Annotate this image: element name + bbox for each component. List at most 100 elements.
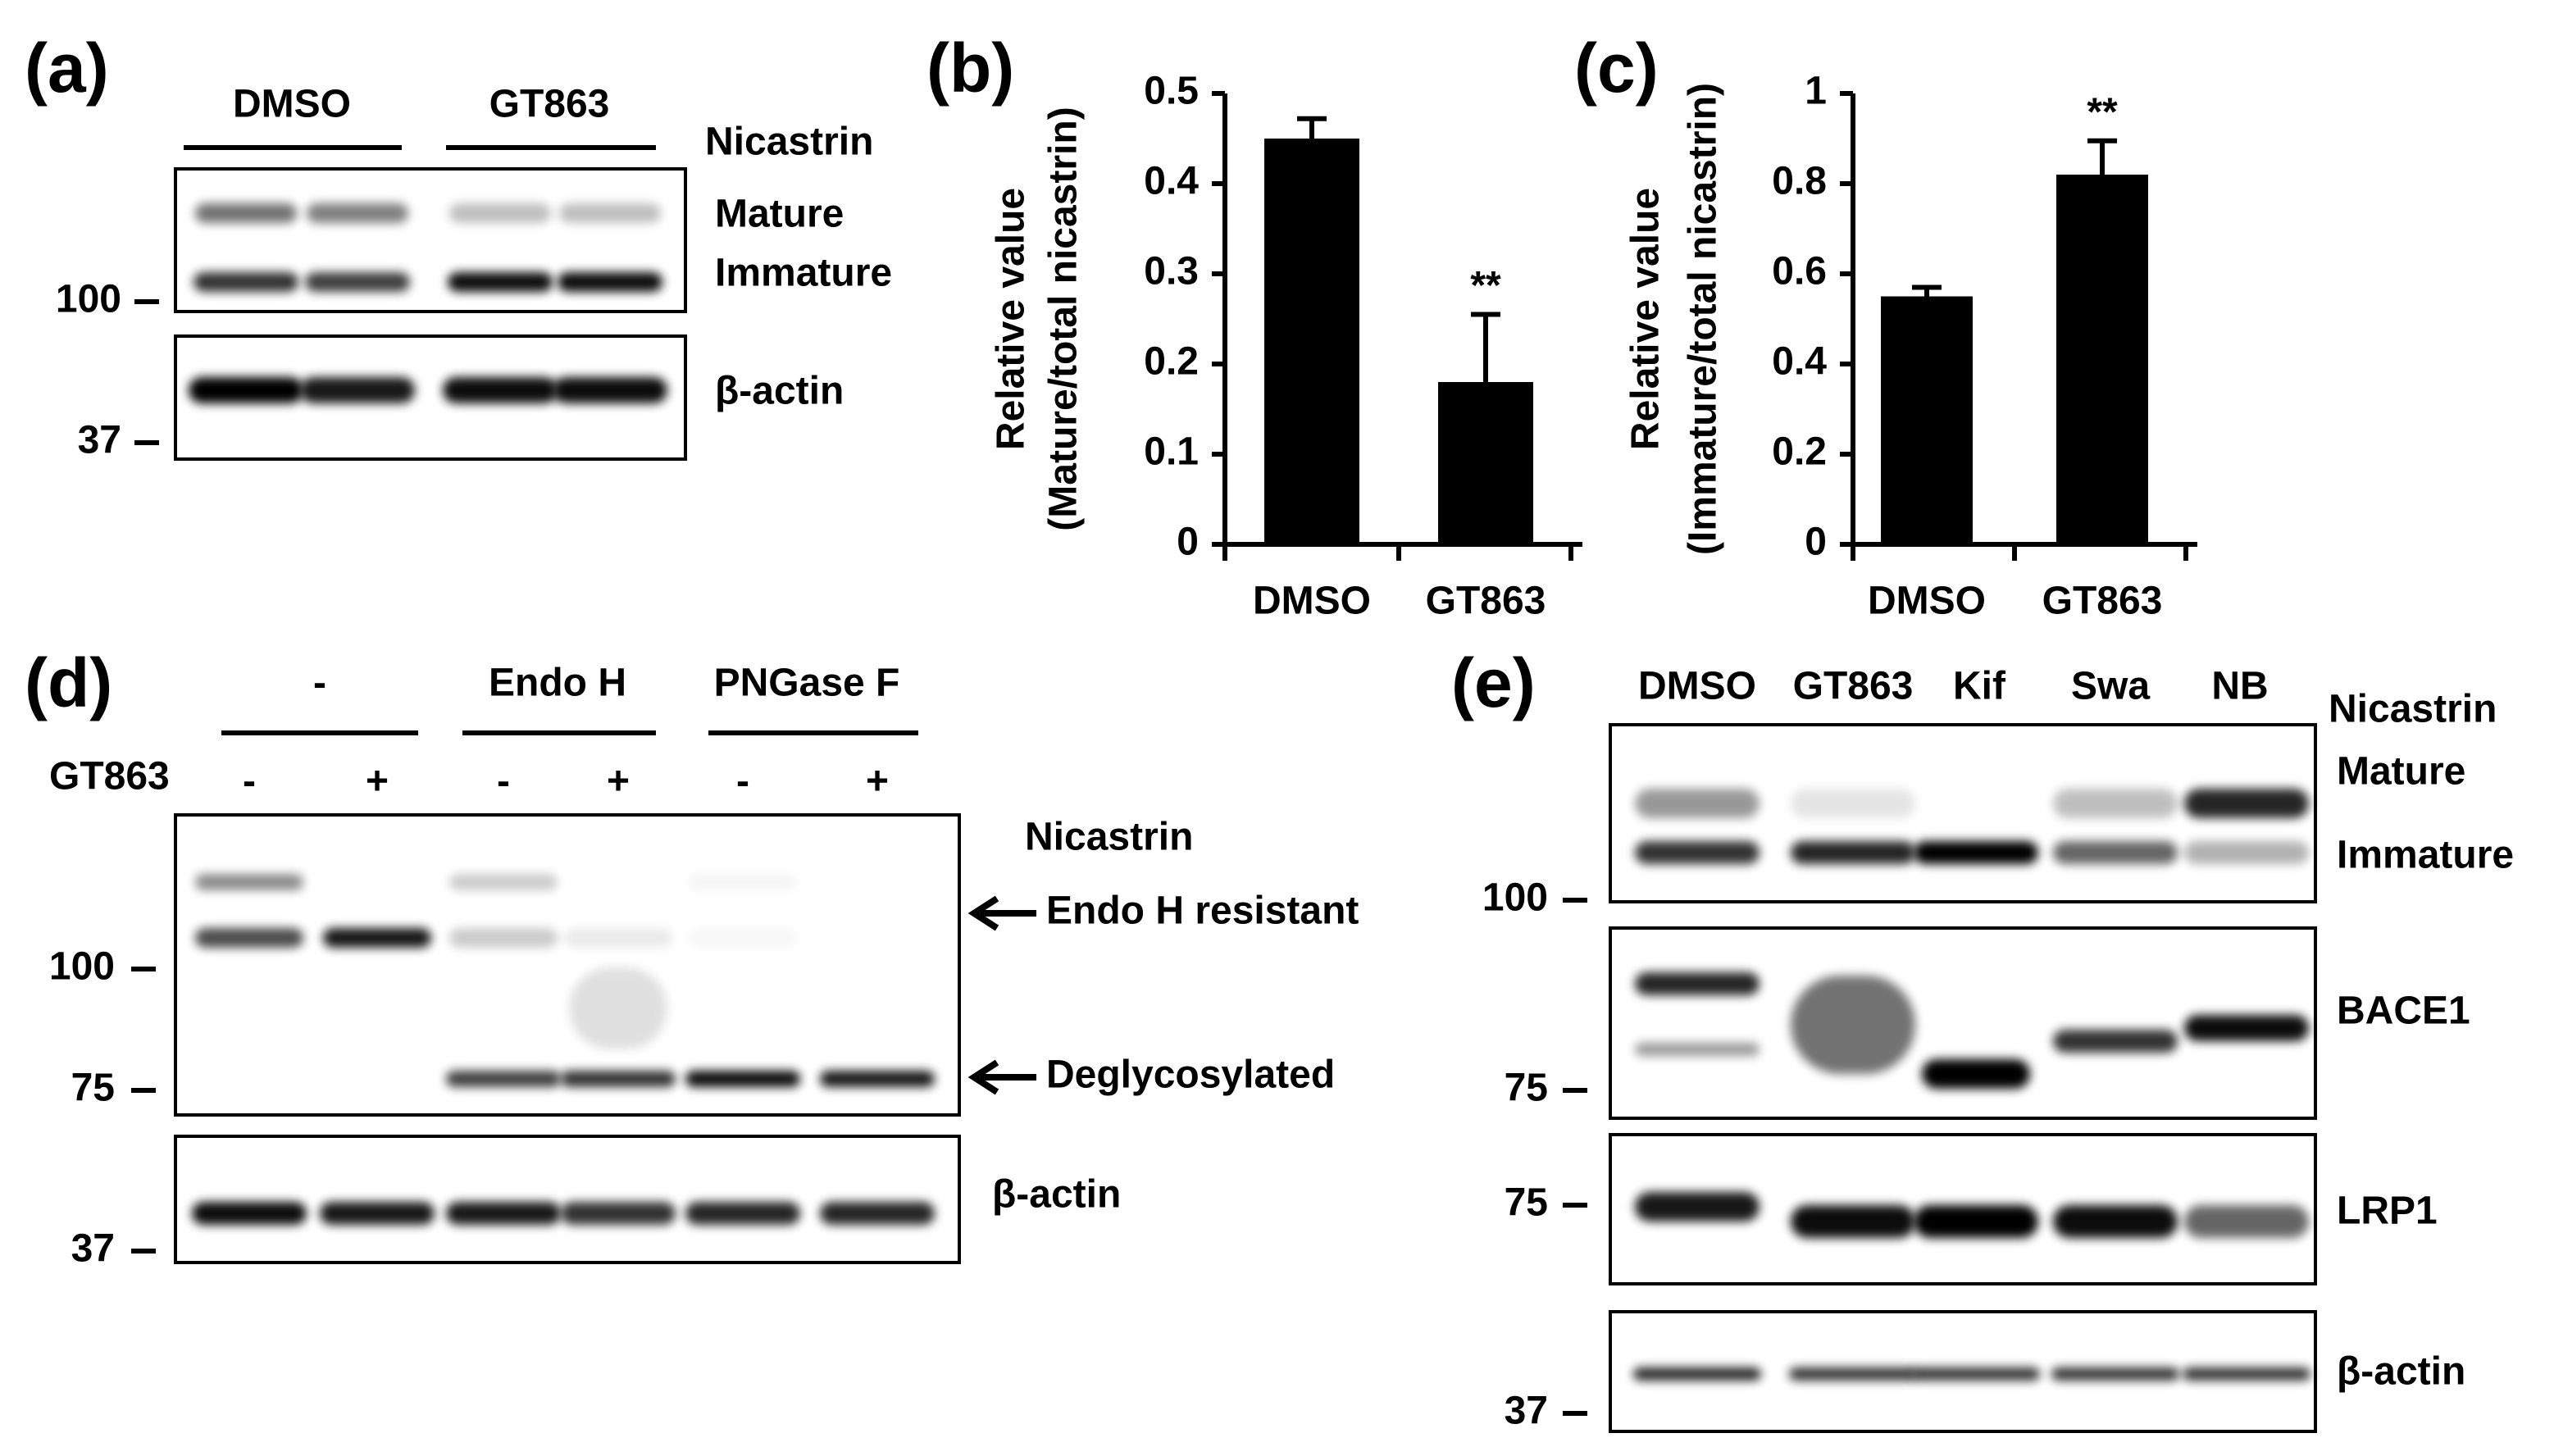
y-tick-label: 0.1: [1144, 430, 1199, 474]
x-tick-label: DMSO: [1253, 580, 1371, 623]
bar: [1438, 382, 1533, 544]
x-tick-label: DMSO: [1868, 580, 1986, 623]
band: [323, 928, 431, 948]
arrow: [967, 1059, 1036, 1095]
band: [1633, 1367, 1761, 1381]
band: [2184, 789, 2309, 818]
band: [685, 1071, 800, 1087]
band: [561, 1202, 676, 1225]
band: [300, 377, 415, 403]
band: [1914, 841, 2038, 864]
band: [195, 203, 297, 223]
band: [2053, 1205, 2178, 1238]
band: [1922, 1059, 2030, 1089]
band: [564, 928, 672, 948]
band: [305, 272, 410, 292]
error-bar: [1297, 116, 1327, 139]
marker: 37: [78, 419, 121, 462]
significance: **: [2087, 90, 2118, 134]
band-label: Immature: [2337, 834, 2514, 877]
y-tick-label: 1: [1805, 70, 1827, 113]
y-tick-label: 0.4: [1772, 340, 1827, 384]
marker: 75: [1505, 1181, 1548, 1225]
band: [1635, 1043, 1760, 1056]
bar: [1264, 139, 1359, 544]
band: [449, 874, 558, 890]
lane-label: Kif: [1953, 665, 2006, 708]
bands: [189, 203, 2310, 1381]
y-tick-label: 0.8: [1772, 160, 1827, 203]
band: [2053, 841, 2178, 864]
lane-label: NB: [2211, 665, 2268, 708]
band-label: Mature: [715, 193, 844, 236]
group-label: Endo H: [489, 662, 626, 705]
band: [1791, 976, 1915, 1074]
band: [1789, 1367, 1917, 1381]
protein-label: Nicastrin: [1025, 816, 1193, 859]
band: [446, 1202, 561, 1225]
band: [448, 272, 553, 292]
band: [443, 377, 558, 403]
band-label: LRP1: [2337, 1190, 2438, 1233]
band: [195, 928, 303, 948]
y-tick-label: 0.3: [1144, 250, 1199, 293]
y-tick-label: 0.4: [1144, 160, 1199, 203]
band: [2184, 1015, 2309, 1041]
marker: 100: [56, 278, 121, 321]
error-bar: [1912, 284, 1942, 297]
bar: [2056, 175, 2148, 544]
band: [558, 272, 662, 292]
group-label: DMSO: [233, 83, 351, 126]
band-label: BACE1: [2337, 990, 2470, 1033]
y-axis-label: (Immature/total nicastrin): [1682, 83, 1725, 555]
error-bar: [1471, 312, 1500, 382]
sign: -: [736, 760, 749, 803]
marker: 37: [1505, 1390, 1548, 1433]
protein-label: Nicastrin: [705, 121, 873, 164]
band: [1635, 1192, 1760, 1222]
y-tick-label: 0.5: [1144, 70, 1199, 113]
x-tick-label: GT863: [2042, 580, 2163, 623]
protein-label: Nicastrin: [2329, 688, 2497, 731]
band-label: β-actin: [2337, 1350, 2465, 1394]
band-label: Mature: [2337, 750, 2465, 794]
sign: -: [497, 760, 510, 803]
band-label: β-actin: [715, 370, 844, 413]
band: [1635, 841, 1760, 864]
y-tick-label: 0.6: [1772, 250, 1827, 293]
group-label: GT863: [489, 83, 610, 126]
band: [820, 1071, 935, 1087]
band: [307, 203, 408, 223]
charts: (b)Relative value (Mature/total nicastrin…: [926, 30, 2197, 623]
group-label: -: [313, 662, 326, 705]
band: [2053, 789, 2178, 818]
marker: 100: [1482, 876, 1548, 920]
sign: -: [243, 760, 256, 803]
panel-label: (a): [25, 30, 109, 107]
sign: +: [607, 760, 630, 803]
marker: 100: [49, 945, 115, 989]
band: [689, 874, 797, 890]
lane-label: DMSO: [1638, 665, 1756, 708]
band: [2184, 1205, 2309, 1238]
band: [2183, 1367, 2310, 1381]
band: [569, 967, 667, 1049]
band: [820, 1202, 935, 1225]
y-axis-label: (Mature/total nicastrin): [1042, 107, 1086, 530]
band: [559, 203, 661, 223]
marker: 75: [71, 1067, 115, 1110]
band: [449, 203, 551, 223]
arrow-label: Endo H resistant: [1046, 890, 1359, 933]
y-axis-label: Relative value: [990, 188, 1033, 450]
bar: [1881, 296, 1973, 544]
band: [320, 1202, 435, 1225]
band: [2051, 1367, 2179, 1381]
lane-label: GT863: [1793, 665, 1914, 708]
arrow-label: Deglycosylated: [1046, 1053, 1335, 1097]
band: [193, 272, 298, 292]
band: [1791, 1205, 1915, 1238]
band: [195, 874, 303, 890]
band: [446, 1071, 561, 1087]
y-tick-label: 0: [1177, 521, 1199, 564]
